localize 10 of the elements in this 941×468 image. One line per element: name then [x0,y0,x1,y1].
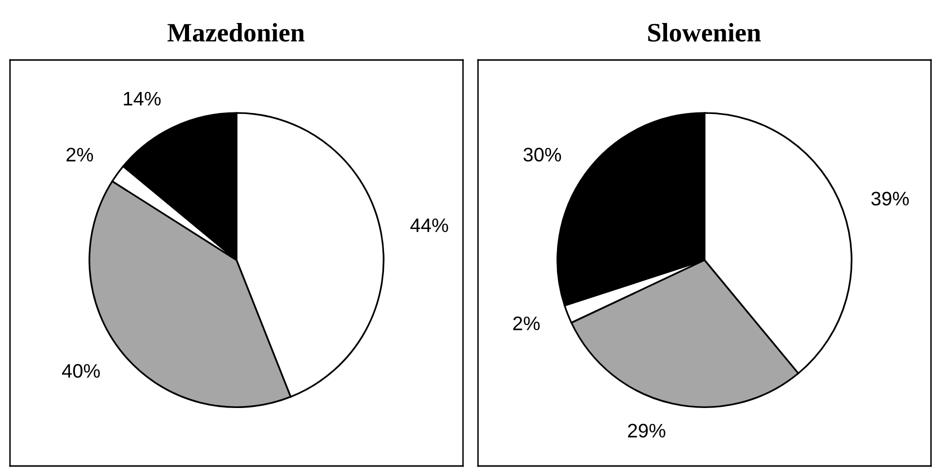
data-label: 29% [628,424,666,438]
data-label: 14% [124,92,161,106]
data-label: 2% [66,148,93,162]
data-label: 40% [62,364,100,378]
data-label: 39% [871,192,909,206]
chart-title: Mazedonien [168,23,304,42]
chart-title: Slowenien [648,23,761,42]
data-label: 2% [513,316,540,330]
data-label: 30% [524,148,561,162]
data-label: 44% [410,218,448,232]
